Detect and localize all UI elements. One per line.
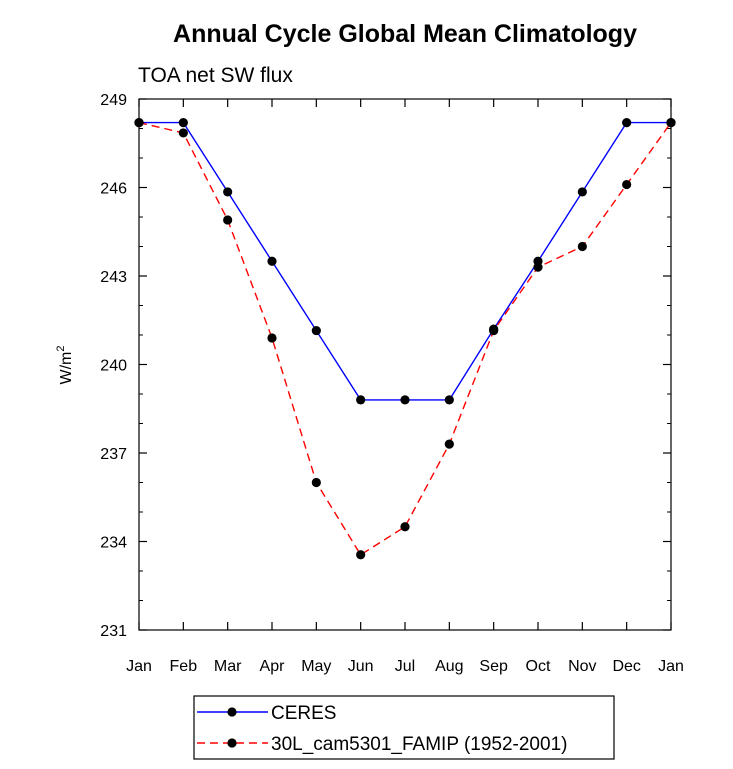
legend-marker-2	[227, 738, 237, 748]
chart-subtitle: TOA net SW flux	[138, 64, 293, 87]
series-2-point	[356, 550, 366, 560]
y-tick-label: 249	[100, 92, 127, 109]
series-2-point	[134, 118, 144, 128]
series-2-point	[622, 179, 632, 190]
series-1-point	[577, 187, 587, 197]
series-layer	[134, 118, 676, 560]
y-tick-label: 234	[100, 535, 127, 552]
y-axis-label: W/m2	[55, 346, 75, 385]
ticks-layer: 231 234 237 240 243 246 249 Jan Feb Mar Apr May Jun J…	[100, 92, 684, 675]
x-tick-label: May	[301, 658, 331, 675]
series-1-point	[356, 395, 366, 405]
series-line-1	[139, 121, 671, 401]
y-tick-label: 231	[100, 623, 127, 640]
y-tick-label: 240	[100, 358, 127, 375]
x-tick-label: Jan	[126, 658, 152, 675]
legend-label-1: CERES	[271, 703, 336, 724]
series-1-point	[178, 118, 188, 128]
x-tick-label: Sep	[479, 658, 508, 675]
series-2-point	[223, 215, 233, 225]
legend-marker-1	[227, 707, 237, 717]
y-axis-label-text: W/m	[58, 352, 75, 385]
legend: CERES 30L_cam5301_FAMIP (1952-2001)	[193, 695, 615, 760]
series-line-2	[138, 121, 672, 556]
series-2-point	[267, 333, 277, 343]
series-1-point	[223, 187, 233, 197]
series-2-point	[178, 128, 188, 138]
series-1-point	[311, 325, 321, 336]
series-2-point	[533, 262, 543, 272]
x-tick-label: Jul	[395, 658, 415, 675]
series-2-point	[666, 118, 676, 128]
y-tick-label: 237	[100, 446, 127, 463]
x-tick-label: Jun	[348, 658, 374, 675]
legend-label-2: 30L_cam5301_FAMIP (1952-2001)	[271, 734, 567, 755]
y-tick-label: 243	[100, 269, 127, 286]
series-2-point	[311, 477, 321, 488]
series-2-point	[444, 439, 454, 449]
series-1-point	[622, 118, 632, 128]
series-1-point	[267, 256, 277, 266]
x-tick-label: Jan	[658, 658, 684, 675]
x-tick-label: Mar	[214, 658, 242, 675]
series-2-point	[489, 325, 499, 336]
x-tick-label: Aug	[435, 658, 463, 675]
chart-title: Annual Cycle Global Mean Climatology	[173, 20, 637, 48]
x-tick-label: Dec	[612, 658, 640, 675]
legend-box	[193, 695, 615, 760]
x-tick-label: Nov	[568, 658, 596, 675]
x-tick-label: Apr	[260, 658, 286, 675]
series-1-point	[400, 395, 410, 405]
series-1-point	[444, 395, 454, 405]
y-tick-label: 246	[100, 181, 127, 198]
y-axis-label-superscript: 2	[55, 346, 67, 352]
x-tick-label: Feb	[170, 658, 198, 675]
x-tick-label: Oct	[526, 658, 551, 675]
series-2-point	[400, 522, 410, 532]
series-2-point	[577, 241, 587, 252]
